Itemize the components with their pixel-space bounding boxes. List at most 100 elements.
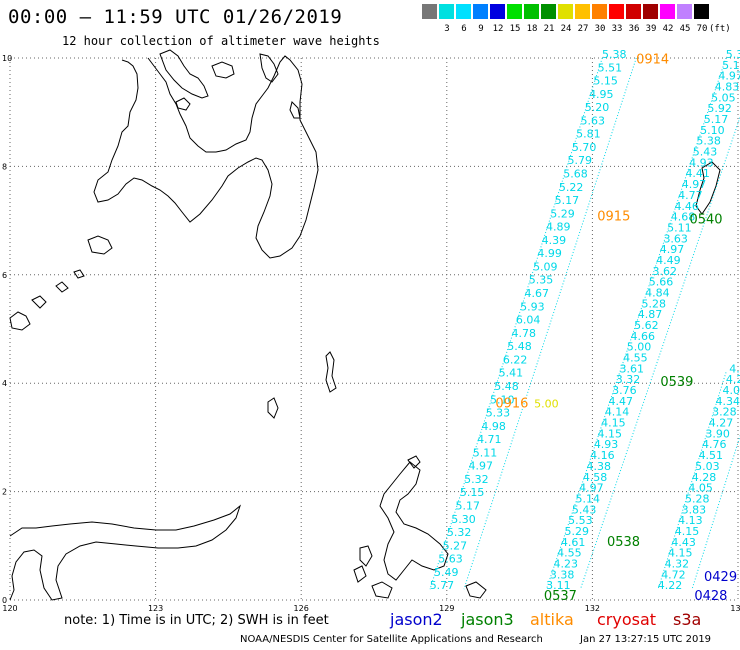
wave-height-value: 4.68 xyxy=(671,211,696,224)
coastline-palau xyxy=(695,161,721,215)
scale-swatch xyxy=(422,4,437,19)
wave-height-value: 4.32 xyxy=(665,557,690,570)
wave-height-value: 4.46 xyxy=(674,200,699,213)
wave-height-value: 5.48 xyxy=(494,380,519,393)
track-swath-edge xyxy=(691,434,740,590)
lat-tick-label: 10 xyxy=(2,54,12,63)
coastline-morotai xyxy=(407,455,421,469)
wave-height-value: 5.43 xyxy=(693,146,718,159)
wave-height-value: 4.2 xyxy=(726,373,740,386)
wave-height-value: 5.20 xyxy=(585,101,610,114)
wave-height-value: 4.27 xyxy=(709,417,734,430)
scale-swatch xyxy=(439,4,454,19)
satellite-legend-s3a: s3a xyxy=(673,610,702,629)
scale-swatch xyxy=(592,4,607,19)
wave-height-value: 4.67 xyxy=(524,287,549,300)
scale-label: 18 xyxy=(526,24,538,34)
wave-height-value: 5.17 xyxy=(555,194,580,207)
wave-height-value: 5.29 xyxy=(550,207,575,220)
wave-height-value: 5.15 xyxy=(460,486,485,499)
wave-height-value: 4.55 xyxy=(557,547,582,560)
wave-height-value: 4.51 xyxy=(699,449,724,462)
scale-label: 15 xyxy=(509,24,521,34)
wave-height-value: 4.38 xyxy=(586,460,611,473)
pass-time-labels: 0914 0915 0916 0540 0539 0538 0537 0429 0428 xyxy=(495,52,737,604)
scale-label: 9 xyxy=(478,24,484,34)
wave-height-value: 4.71 xyxy=(477,433,502,446)
wave-height-value: 4.13 xyxy=(678,514,703,527)
wave-height-value: 5.11 xyxy=(473,446,498,459)
lat-tick-label: 8 xyxy=(2,162,7,171)
wave-height-value: 4.78 xyxy=(512,327,537,340)
pass-time-label: 0540 xyxy=(689,212,722,227)
scale-swatch xyxy=(473,4,488,19)
pass-time-label: 0914 xyxy=(636,52,669,67)
coastline-basilan xyxy=(87,235,113,255)
wave-height-value: 5.15 xyxy=(593,75,618,88)
wave-height-value: 5.10 xyxy=(490,393,515,406)
wave-height-value: 3.61 xyxy=(619,362,644,375)
coastline-sula xyxy=(371,581,393,599)
wave-height-value: 4.84 xyxy=(645,286,670,299)
scale-label: 12 xyxy=(492,24,504,34)
wave-height-value: 5.27 xyxy=(443,539,468,552)
scale-label: 24 xyxy=(560,24,572,34)
wave-height-value: 4.77 xyxy=(678,189,703,202)
wave-height-value: 5.32 xyxy=(447,526,472,539)
scale-swatch xyxy=(660,4,675,19)
wave-height-value: 5.38 xyxy=(602,48,627,61)
wave-height-value: 5.14 xyxy=(575,492,600,505)
wave-height-value: 5.09 xyxy=(533,260,558,273)
coastline-waigeo xyxy=(465,581,487,599)
wave-height-value: 5.28 xyxy=(641,297,666,310)
scale-swatch xyxy=(575,4,590,19)
wave-height-value: 4.97 xyxy=(718,70,740,83)
wave-height-value: 5.29 xyxy=(565,525,590,538)
wave-height-value-highlight: 5.00 xyxy=(534,398,559,411)
wave-height-value: 4.97 xyxy=(682,178,707,191)
wave-height-value: 5.28 xyxy=(685,492,710,505)
coastline-sangihe xyxy=(325,351,337,393)
track-swath-edge xyxy=(579,115,740,590)
coastline-island-b xyxy=(289,101,301,119)
wave-height-value: 4.5 xyxy=(729,362,740,375)
wave-height-value: 4.58 xyxy=(583,471,608,484)
wave-height-value: 5.38 xyxy=(696,135,721,148)
wave-height-value: 5.05 xyxy=(711,91,736,104)
coastline-leyte xyxy=(259,53,279,83)
wave-height-value: 5.53 xyxy=(568,514,593,527)
wave-height-value: 5.00 xyxy=(627,341,652,354)
coastline-sulu-c xyxy=(55,281,69,293)
pass-time-label: 0538 xyxy=(607,535,640,550)
wave-height-value: 5.63 xyxy=(438,553,463,566)
scale-label: 6 xyxy=(461,24,467,34)
scale-label: 3 xyxy=(444,24,450,34)
scale-swatch xyxy=(558,4,573,19)
scale-label: 70 xyxy=(696,24,708,34)
wave-height-value: 4.49 xyxy=(656,254,681,267)
track-swath-edge xyxy=(463,57,637,590)
lon-tick-label: 132 xyxy=(585,604,600,613)
track-swath-edge xyxy=(657,372,727,590)
wave-height-value: 3.62 xyxy=(652,265,677,278)
wave-height-value: 5.81 xyxy=(576,128,601,141)
wave-height-value: 4.47 xyxy=(608,395,633,408)
pass-time-label: 0428 xyxy=(694,589,727,604)
wave-height-value: 5.62 xyxy=(634,319,659,332)
footer-note: note: 1) Time is in UTC; 2) SWH is in fe… xyxy=(64,613,329,628)
lon-tick-label: 135 xyxy=(730,604,740,613)
coastlines xyxy=(9,49,721,601)
wave-height-value: 4.15 xyxy=(597,427,622,440)
wave-height-value: 4.05 xyxy=(688,482,713,495)
wave-height-value: 4.89 xyxy=(546,221,571,234)
lat-tick-label: 6 xyxy=(2,271,7,280)
scale-swatch xyxy=(694,4,709,19)
wave-height-value: 5.30 xyxy=(726,48,740,61)
wave-height-value: 4.22 xyxy=(658,579,683,592)
wave-height-value: 5.70 xyxy=(572,141,597,154)
wave-height-value: 3.11 xyxy=(546,579,571,592)
scale-swatch xyxy=(541,4,556,19)
scale-label: 33 xyxy=(611,24,623,34)
wave-height-value: 5.49 xyxy=(434,566,459,579)
